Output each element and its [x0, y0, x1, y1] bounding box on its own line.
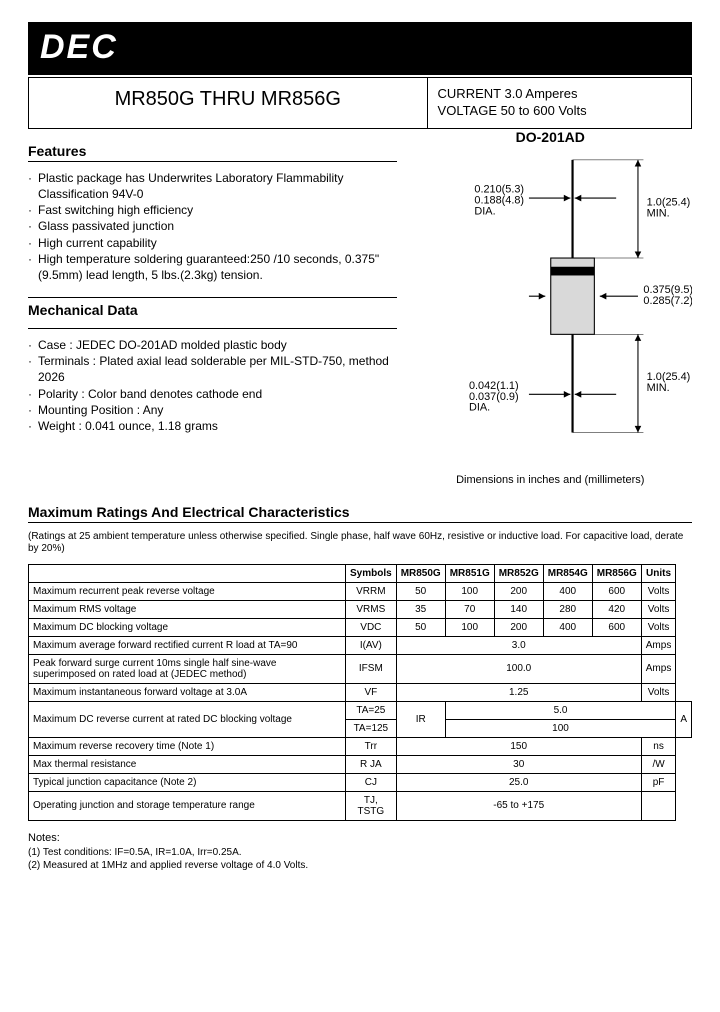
table-header — [29, 564, 346, 582]
package-diagram: 0.210(5.3) 0.188(4.8) DIA. 1.0(25.4) MIN… — [409, 149, 692, 465]
note-2: (2) Measured at 1MHz and applied reverse… — [28, 859, 692, 873]
feature-item: ·High current capability — [28, 235, 397, 251]
feature-item: ·Glass passivated junction — [28, 218, 397, 234]
table-row: Max thermal resistanceR JA30/W — [29, 755, 692, 773]
mechanical-heading: Mechanical Data — [28, 302, 397, 320]
table-row: Maximum DC reverse current at rated DC b… — [29, 701, 692, 719]
notes-section: Notes: (1) Test conditions: IF=0.5A, IR=… — [28, 831, 692, 873]
features-list: ·Plastic package has Underwrites Laborat… — [28, 170, 397, 283]
spec-voltage: VOLTAGE 50 to 600 Volts — [438, 103, 681, 120]
mech-item: ·Terminals : Plated axial lead solderabl… — [28, 353, 397, 385]
title-row: MR850G THRU MR856G CURRENT 3.0 Amperes V… — [28, 77, 692, 129]
svg-text:MIN.: MIN. — [646, 207, 669, 219]
svg-text:0.285(7.2): 0.285(7.2) — [643, 295, 692, 307]
feature-item: ·High temperature soldering guaranteed:2… — [28, 251, 397, 283]
mech-item: ·Weight : 0.041 ounce, 1.18 grams — [28, 418, 397, 434]
table-header: MR850G — [396, 564, 445, 582]
notes-heading: Notes: — [28, 831, 692, 846]
table-header: MR851G — [445, 564, 494, 582]
diagram-caption: Dimensions in inches and (millimeters) — [409, 474, 692, 486]
table-row: Maximum reverse recovery time (Note 1)Tr… — [29, 737, 692, 755]
table-header: MR852G — [494, 564, 543, 582]
spec-current: CURRENT 3.0 Amperes — [438, 86, 681, 103]
table-row: Typical junction capacitance (Note 2)CJ2… — [29, 773, 692, 791]
mech-item: ·Case : JEDEC DO-201AD molded plastic bo… — [28, 337, 397, 353]
svg-text:MIN.: MIN. — [646, 382, 669, 394]
table-header: MR854G — [543, 564, 592, 582]
table-header: Units — [641, 564, 676, 582]
table-header: MR856G — [592, 564, 641, 582]
svg-text:DIA.: DIA. — [468, 401, 489, 413]
ratings-table: SymbolsMR850GMR851GMR852GMR854GMR856GUni… — [28, 564, 692, 821]
package-name: DO-201AD — [409, 129, 692, 145]
feature-item: ·Plastic package has Underwrites Laborat… — [28, 170, 397, 202]
part-title: MR850G THRU MR856G — [29, 78, 428, 128]
table-row: Maximum DC blocking voltageVDC5010020040… — [29, 618, 692, 636]
table-row: Maximum RMS voltageVRMS3570140280420Volt… — [29, 600, 692, 618]
spec-box: CURRENT 3.0 Amperes VOLTAGE 50 to 600 Vo… — [428, 78, 691, 128]
table-row: Peak forward surge current 10ms single h… — [29, 654, 692, 683]
table-header: Symbols — [346, 564, 397, 582]
table-row: Operating junction and storage temperatu… — [29, 791, 692, 820]
ratings-heading: Maximum Ratings And Electrical Character… — [28, 504, 692, 523]
note-1: (1) Test conditions: IF=0.5A, IR=1.0A, I… — [28, 846, 692, 860]
ratings-note: (Ratings at 25 ambient temperature unles… — [28, 531, 692, 556]
table-row: Maximum instantaneous forward voltage at… — [29, 683, 692, 701]
mechanical-list: ·Case : JEDEC DO-201AD molded plastic bo… — [28, 337, 397, 434]
features-heading: Features — [28, 143, 397, 162]
svg-text:DIA.: DIA. — [474, 205, 495, 217]
mech-item: ·Mounting Position : Any — [28, 402, 397, 418]
table-row: Maximum recurrent peak reverse voltageVR… — [29, 582, 692, 600]
brand-logo: DEC — [28, 22, 692, 75]
feature-item: ·Fast switching high efficiency — [28, 202, 397, 218]
table-row: Maximum average forward rectified curren… — [29, 636, 692, 654]
mech-item: ·Polarity : Color band denotes cathode e… — [28, 386, 397, 402]
